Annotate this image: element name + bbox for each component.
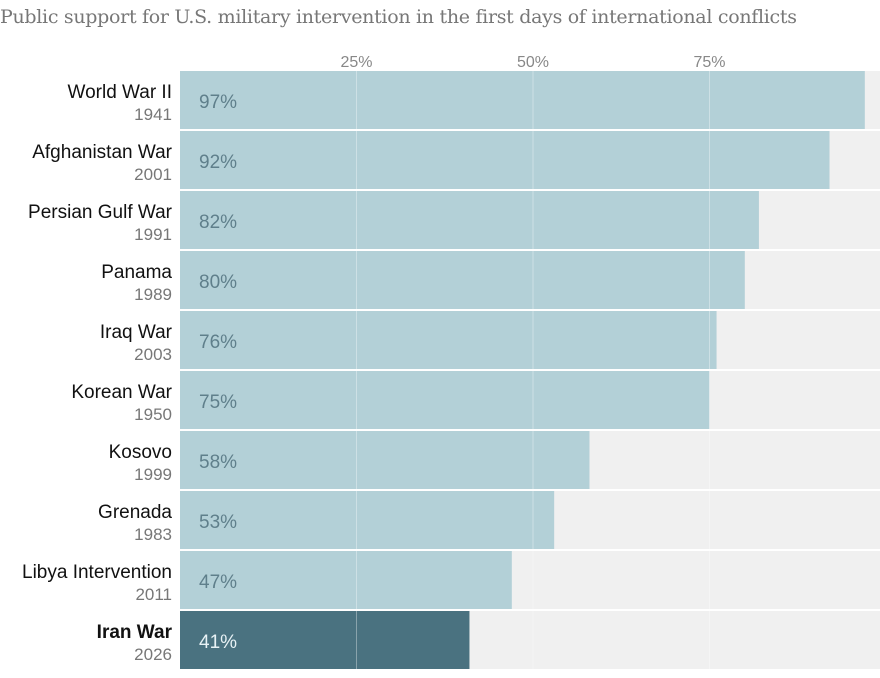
category-label: Afghanistan War (32, 142, 172, 163)
chart-title: Public support for U.S. military interve… (0, 6, 797, 28)
bar (180, 431, 590, 489)
value-label: 58% (199, 452, 237, 473)
year-label: 1941 (134, 105, 172, 124)
bar (180, 131, 830, 189)
x-tick-label: 75% (693, 54, 725, 71)
value-label: 82% (199, 212, 237, 233)
year-label: 1950 (134, 405, 172, 424)
value-label: 80% (199, 272, 237, 293)
category-label: Grenada (98, 502, 172, 523)
value-label: 47% (199, 572, 237, 593)
category-label: Panama (101, 262, 172, 283)
year-label: 1983 (134, 525, 172, 544)
category-label: Iraq War (100, 322, 173, 343)
year-label: 1999 (134, 465, 172, 484)
value-label: 53% (199, 512, 237, 533)
year-label: 2003 (134, 345, 172, 364)
bar (180, 71, 865, 129)
year-label: 2001 (134, 165, 172, 184)
value-label: 97% (199, 92, 237, 113)
value-label: 76% (199, 332, 237, 353)
bar (180, 551, 512, 609)
bar (180, 611, 470, 669)
category-label: Korean War (71, 382, 172, 403)
year-label: 2011 (135, 585, 172, 604)
bar (180, 371, 710, 429)
bar (180, 191, 759, 249)
bar (180, 311, 717, 369)
value-label: 92% (199, 152, 237, 173)
category-label: Persian Gulf War (28, 202, 173, 223)
value-label: 75% (199, 392, 237, 413)
year-label: 2026 (134, 645, 172, 664)
bar (180, 251, 745, 309)
value-label: 41% (199, 632, 237, 653)
year-label: 1989 (134, 285, 172, 304)
x-tick-label: 50% (517, 54, 549, 71)
year-label: 1991 (134, 225, 172, 244)
category-label: World War II (67, 82, 172, 103)
category-label: Kosovo (109, 442, 172, 463)
category-label: Iran War (97, 622, 173, 643)
bar (180, 491, 555, 549)
category-label: Libya Intervention (22, 562, 172, 583)
x-tick-label: 25% (340, 54, 372, 71)
